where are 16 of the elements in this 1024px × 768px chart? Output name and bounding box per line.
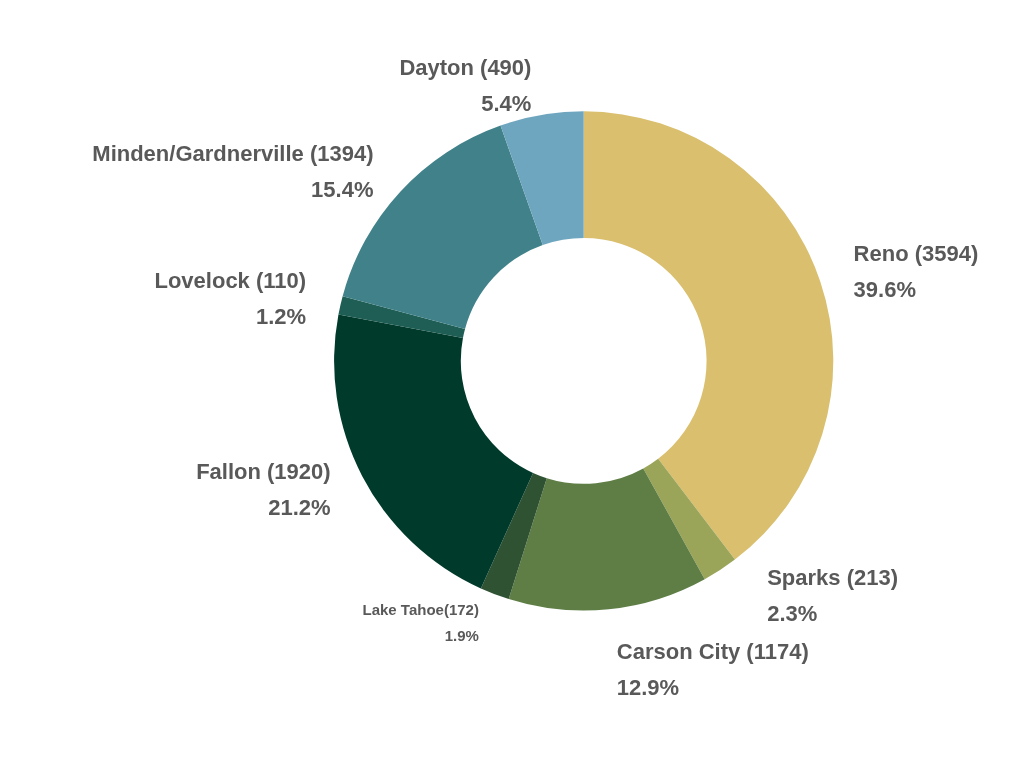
slice-label: Fallon (1920) (196, 459, 331, 485)
data-label: 1.2% (255, 304, 307, 330)
data-label: 12.9% (616, 674, 680, 700)
data-label: 1.9% (444, 626, 479, 644)
slice-label: Sparks (213) (767, 564, 899, 590)
slice-label: Reno (3594) (853, 241, 979, 267)
slice-label: Minden/Gardnerville (1394) (92, 140, 374, 166)
slice-label: Lovelock (110) (154, 268, 307, 294)
data-label: 39.6% (853, 277, 916, 303)
data-label: 5.4% (481, 90, 532, 116)
data-label: 15.4% (311, 176, 374, 202)
data-label: 21.2% (268, 495, 331, 521)
slice-label: Carson City (1174) (616, 638, 809, 664)
slice-label: Lake Tahoe(172) (362, 600, 479, 618)
slice-label: Dayton (490) (399, 54, 532, 80)
data-label: 2.3% (767, 600, 818, 626)
